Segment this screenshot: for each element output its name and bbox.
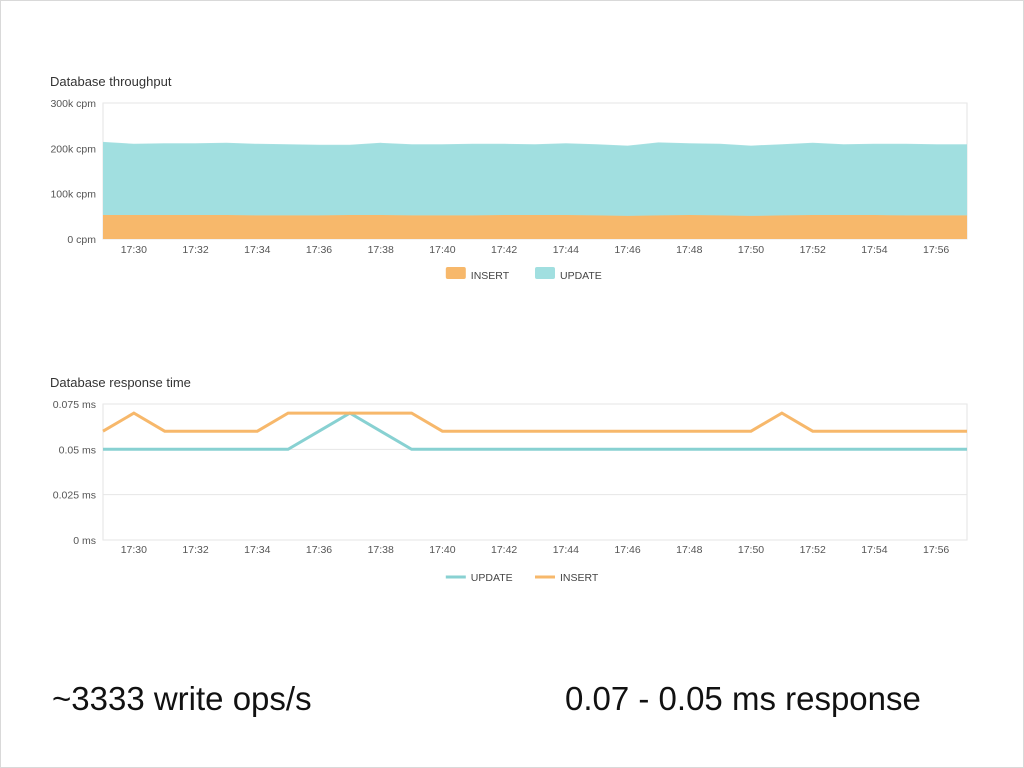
x-tick-label: 17:44 <box>553 244 579 256</box>
legend-swatch-update <box>535 267 555 279</box>
x-tick-label: 17:34 <box>244 544 270 556</box>
x-tick-label: 17:40 <box>429 244 455 256</box>
write-ops-caption: ~3333 write ops/s <box>52 680 312 717</box>
x-tick-label: 17:42 <box>491 544 517 556</box>
area-insert <box>103 215 967 239</box>
x-tick-label: 17:42 <box>491 244 517 256</box>
x-tick-label: 17:48 <box>676 244 702 256</box>
x-tick-label: 17:54 <box>861 544 887 556</box>
line-update <box>103 411 967 451</box>
y-tick-label: 0 ms <box>73 535 96 547</box>
y-tick-label: 0.025 ms <box>53 490 96 502</box>
x-tick-label: 17:38 <box>368 244 394 256</box>
line-insert <box>102 411 967 433</box>
legend-label-update: UPDATE <box>471 572 513 584</box>
area-update <box>103 142 967 216</box>
x-tick-label: 17:40 <box>429 544 455 556</box>
x-tick-label: 17:46 <box>614 244 640 256</box>
x-tick-label: 17:34 <box>244 244 270 256</box>
x-tick-label: 17:52 <box>800 244 826 256</box>
throughput-chart-title: Database throughput <box>50 74 172 89</box>
legend-label-insert: INSERT <box>471 270 510 282</box>
legend-label-insert: INSERT <box>560 572 599 584</box>
legend-label-update: UPDATE <box>560 270 602 282</box>
x-tick-label: 17:54 <box>861 244 887 256</box>
y-tick-label: 0.075 ms <box>53 399 96 411</box>
x-tick-label: 17:30 <box>121 544 147 556</box>
area-edge-update <box>102 141 967 147</box>
y-tick-label: 100k cpm <box>50 189 96 201</box>
x-tick-label: 17:48 <box>676 544 702 556</box>
x-tick-label: 17:46 <box>614 544 640 556</box>
response-caption: 0.07 - 0.05 ms response <box>565 680 921 717</box>
y-tick-label: 0 cpm <box>67 234 96 246</box>
x-tick-label: 17:32 <box>182 244 208 256</box>
x-tick-label: 17:44 <box>553 544 579 556</box>
x-tick-label: 17:30 <box>121 244 147 256</box>
response-time-chart-title: Database response time <box>50 375 191 390</box>
x-tick-label: 17:32 <box>182 544 208 556</box>
x-tick-label: 17:50 <box>738 544 764 556</box>
plot-frame <box>102 403 968 541</box>
x-tick-label: 17:56 <box>923 544 949 556</box>
y-tick-label: 300k cpm <box>50 98 96 110</box>
y-tick-label: 0.05 ms <box>59 444 96 456</box>
y-tick-label: 200k cpm <box>50 143 96 155</box>
throughput-chart: 300k cpm 200k cpm 100k cpm 0 cpm 17:30 17:32 1… <box>50 98 968 282</box>
x-tick-label: 17:36 <box>306 544 332 556</box>
response-time-chart: 0.075 ms 0.05 ms 0.025 ms 0 ms 17:30 17:32 17:… <box>53 399 968 584</box>
legend-swatch-insert <box>445 267 466 279</box>
x-tick-label: 17:56 <box>923 244 949 256</box>
x-tick-label: 17:50 <box>738 244 764 256</box>
x-tick-label: 17:38 <box>368 544 394 556</box>
x-tick-label: 17:52 <box>800 544 826 556</box>
x-tick-label: 17:36 <box>306 244 332 256</box>
